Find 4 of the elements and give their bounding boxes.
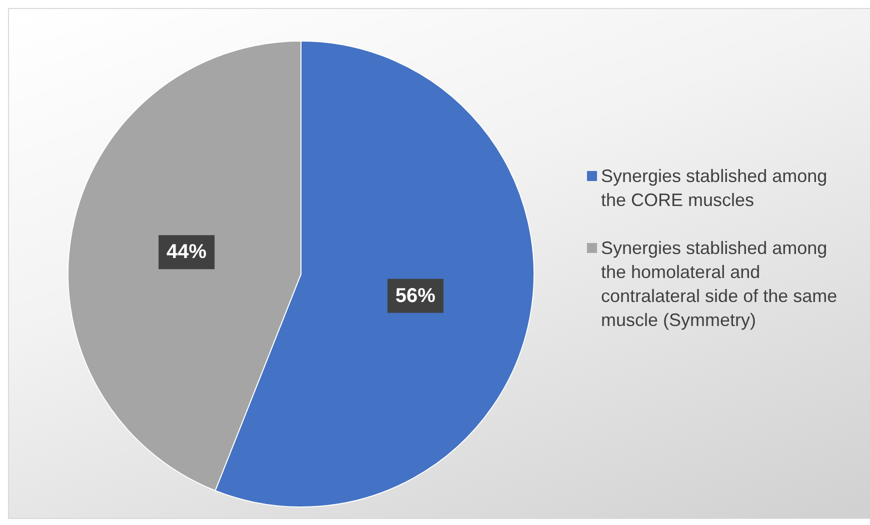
data-label: 56% [395,284,436,307]
slice-label: Synergies stablished among the CORE muscles [601,165,828,212]
data-label: 44% [166,241,207,264]
legend-label: Synergies stablished among the homolateral and contralateral side of the same muscle (Symmetry) [601,237,838,332]
